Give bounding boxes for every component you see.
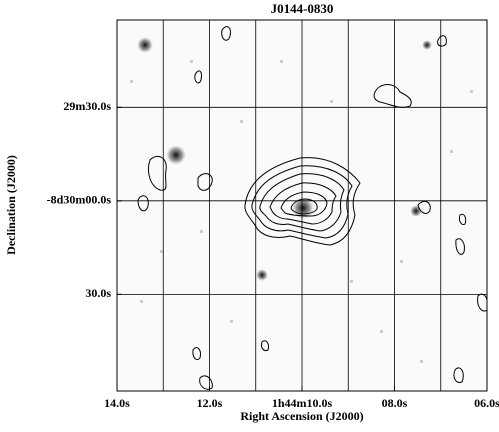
image (117, 20, 487, 391)
contours (137, 26, 487, 390)
x-axis-label: Right Ascension (J2000) (240, 409, 363, 423)
x-tick-label: 12.0s (197, 396, 223, 410)
x-tick-label: 06.0s (474, 396, 499, 410)
chart-title: J0144-0830 (271, 1, 334, 16)
grid (117, 20, 487, 391)
x-tick-label: 08.0s (382, 396, 408, 410)
x-tick-label: 14.0s (104, 396, 130, 410)
y-tick-label: -8d30m00.0s (47, 193, 112, 207)
y-tick-label: 29m30.0s (63, 99, 111, 113)
y-tick-label: 30.0s (85, 286, 111, 300)
x-tick-label: 1h44m10.0s (272, 396, 333, 410)
y-axis-label: Declination (J2000) (4, 155, 18, 255)
